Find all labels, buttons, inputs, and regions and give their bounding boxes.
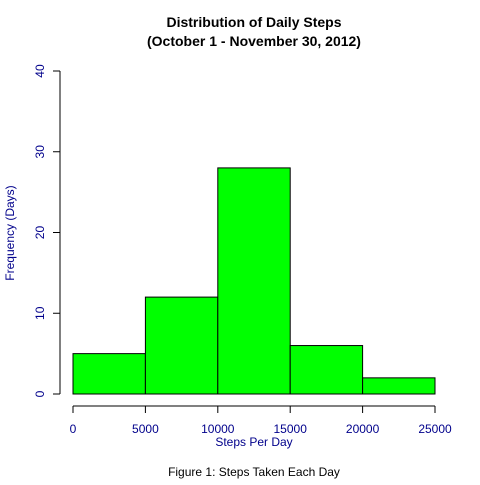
x-tick-label: 25000 [418, 422, 452, 436]
histogram-bar-4 [289, 345, 364, 395]
x-tick-label: 10000 [201, 422, 235, 436]
histogram-bar-5 [362, 377, 436, 395]
y-tick-label: 30 [33, 145, 47, 159]
x-tick-label: 0 [70, 422, 77, 436]
histogram-bar-3 [217, 167, 291, 395]
y-tick-label: 0 [33, 390, 47, 397]
x-axis: 0 5000 10000 15000 20000 25000 [70, 405, 452, 436]
y-tick-label: 40 [33, 64, 47, 78]
y-tick-label: 10 [33, 306, 47, 320]
y-axis-label: Frequency (Days) [3, 185, 17, 280]
x-axis-label: Steps Per Day [215, 435, 292, 449]
x-tick-label: 5000 [132, 422, 159, 436]
chart-subtitle: (October 1 - November 30, 2012) [147, 33, 361, 49]
figure-caption: Figure 1: Steps Taken Each Day [168, 465, 340, 479]
chart-title: Distribution of Daily Steps [166, 14, 341, 30]
histogram-bar-2 [144, 296, 219, 395]
y-axis: 0 10 20 30 40 [33, 64, 61, 397]
histogram-bar-1 [72, 353, 146, 395]
bars-group [72, 167, 436, 395]
x-tick-label: 20000 [346, 422, 380, 436]
x-tick-label: 15000 [274, 422, 308, 436]
y-tick-label: 20 [33, 226, 47, 240]
